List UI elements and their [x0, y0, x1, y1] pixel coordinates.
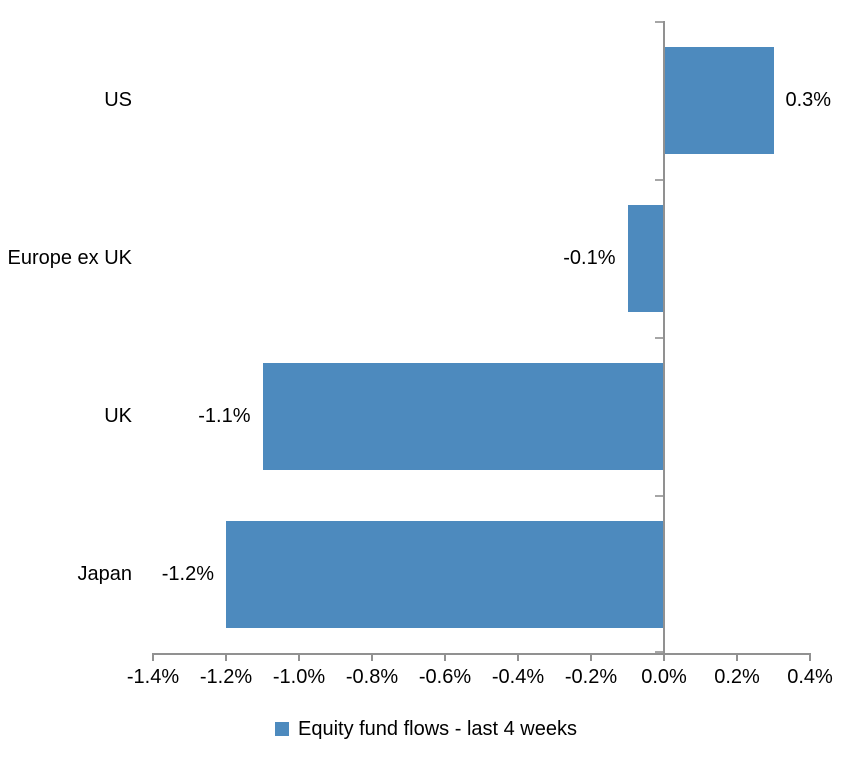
y-axis-category-tick: [655, 495, 663, 497]
y-axis-zero-line: [663, 21, 665, 653]
legend-swatch-icon: [274, 722, 289, 736]
x-axis-tick-label: 0.4%: [787, 666, 833, 688]
bar-us: [664, 46, 774, 154]
data-label-uk: -1.1%: [198, 404, 251, 427]
x-axis-tick-label: -1.4%: [126, 666, 180, 688]
y-axis-category-tick: [655, 21, 663, 23]
x-axis-tick-label: -1.0%: [272, 666, 326, 688]
x-axis-tick-label: -1.2%: [199, 666, 253, 688]
y-axis-category-tick: [655, 179, 663, 181]
y-axis-category-tick: [655, 337, 663, 339]
plot-area: 0.3% -0.1% -1.1% -1.2%: [153, 21, 831, 653]
y-axis-category-tick: [655, 651, 663, 653]
x-axis-tick: [225, 653, 227, 661]
x-axis-tick: [371, 653, 373, 661]
x-axis-tick-label: -0.4%: [491, 666, 545, 688]
legend-label: Equity fund flows - last 4 weeks: [297, 717, 577, 740]
x-axis-tick: [663, 653, 665, 661]
x-axis-tick-label: 0.0%: [641, 666, 687, 688]
x-axis-tick-label: -0.8%: [345, 666, 399, 688]
data-label-japan: -1.2%: [161, 562, 214, 585]
x-axis-tick: [809, 653, 811, 661]
x-axis-tick: [444, 653, 446, 661]
x-axis-tick: [298, 653, 300, 661]
category-label-japan: Japan: [77, 562, 133, 585]
data-label-europe-ex-uk: -0.1%: [563, 246, 616, 269]
x-axis-tick-label: -0.2%: [564, 666, 618, 688]
x-axis-tick-label: -0.6%: [418, 666, 472, 688]
x-axis-tick: [517, 653, 519, 661]
bar-japan: [226, 520, 664, 628]
x-axis-tick: [590, 653, 592, 661]
x-axis-tick-label: 0.2%: [714, 666, 760, 688]
category-label-us: US: [104, 88, 132, 111]
legend: Equity fund flows - last 4 weeks: [0, 713, 852, 745]
bar-europe-ex-uk: [627, 204, 664, 312]
category-label-europe-ex-uk: Europe ex UK: [7, 246, 132, 269]
x-axis-line: [153, 653, 811, 655]
x-axis-tick: [152, 653, 154, 661]
x-axis-tick: [736, 653, 738, 661]
bar-uk: [262, 362, 664, 470]
data-label-us: 0.3%: [785, 88, 832, 111]
category-label-uk: UK: [104, 404, 132, 427]
